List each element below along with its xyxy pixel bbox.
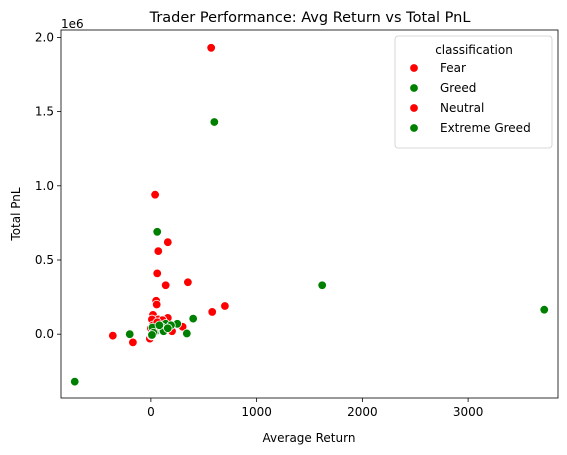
data-point-greed xyxy=(188,313,198,324)
legend-marker xyxy=(409,83,419,93)
data-point-fear xyxy=(220,301,230,311)
legend-entry-label: Neutral xyxy=(440,101,484,115)
data-point-greed xyxy=(209,117,220,127)
legend-entries: Fear Greed Neutral Extreme Greed xyxy=(409,61,531,135)
chart-title: Trader Performance: Avg Return vs Total … xyxy=(149,10,471,26)
data-point-fear xyxy=(163,237,173,247)
data-point-greed xyxy=(539,305,549,315)
x-tick-label: 0 xyxy=(147,405,155,419)
data-point-fear xyxy=(128,337,138,348)
y-axis-offset-label: 1e6 xyxy=(61,17,84,31)
y-tick-label: 0.0 xyxy=(35,327,54,341)
legend-marker xyxy=(409,63,419,73)
data-point-fear xyxy=(151,299,162,310)
y-axis-label: Total PnL xyxy=(9,187,23,241)
data-point-greed xyxy=(70,376,80,387)
legend-entry-label: Fear xyxy=(440,61,466,75)
data-point-fear xyxy=(150,190,160,200)
y-tick-label: 1.0 xyxy=(35,179,54,193)
data-point-fear xyxy=(183,277,193,287)
y-tick-label: 0.5 xyxy=(35,253,54,267)
legend-entry-label: Greed xyxy=(440,81,476,95)
data-point-greed xyxy=(152,227,162,237)
data-point-fear xyxy=(152,268,162,279)
x-tick-label: 2000 xyxy=(347,405,378,419)
x-tick-label: 3000 xyxy=(453,405,484,419)
data-point-fear xyxy=(160,280,171,290)
x-tick-label: 1000 xyxy=(241,405,272,419)
plot-area-frame xyxy=(60,29,559,399)
legend-marker xyxy=(409,103,419,113)
legend: classification Fear Greed Neutral Extreme G… xyxy=(394,35,553,149)
x-axis-ticks: 0 1000 2000 3000 xyxy=(147,398,483,419)
data-point-fear xyxy=(206,43,216,53)
y-tick-label: 2.0 xyxy=(35,30,54,44)
data-point-extreme-greed xyxy=(163,323,173,333)
data-point-fear xyxy=(108,330,118,341)
data-point-greed xyxy=(182,328,192,339)
legend-marker xyxy=(409,123,419,133)
data-point-fear xyxy=(153,246,163,256)
data-point-greed xyxy=(317,280,327,290)
legend-entry-label: Extreme Greed xyxy=(440,121,531,135)
y-axis-ticks: 0.0 0.5 1.0 1.5 2.0 xyxy=(35,30,61,341)
x-axis-label: Average Return xyxy=(263,431,356,445)
legend-title: classification xyxy=(435,43,513,57)
data-point-fear xyxy=(207,307,217,317)
data-point-extreme-greed xyxy=(147,330,157,340)
data-point-greed xyxy=(125,329,135,339)
data-point-extreme-greed xyxy=(154,320,165,330)
y-tick-label: 1.5 xyxy=(35,105,54,119)
legend-frame xyxy=(394,35,553,149)
data-points xyxy=(70,43,549,387)
